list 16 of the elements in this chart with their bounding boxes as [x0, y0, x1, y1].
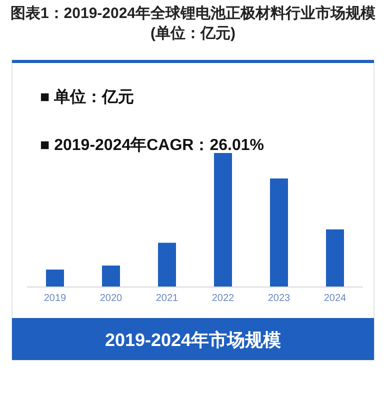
x-tick-label: 2020: [100, 293, 123, 304]
text: ■ 单位：亿元: [40, 88, 134, 106]
x-tick-label: 2021: [156, 293, 179, 304]
bar: [214, 153, 232, 287]
bar: [46, 270, 64, 287]
annotation: ■ 2019-2024年CAGR：26.01%: [40, 136, 264, 154]
bar: [158, 242, 176, 287]
x-tick-label: 2022: [212, 293, 235, 304]
bar: [102, 266, 120, 287]
chart-title: 图表1：2019-2024年全球锂电池正极材料行业市场规模(单位：亿元): [10, 4, 376, 44]
bar: [326, 229, 344, 287]
x-tick-label: 2023: [268, 293, 291, 304]
x-tick-label: 2019: [44, 293, 67, 304]
x-axis-title: 2019-2024年市场规模: [104, 330, 282, 350]
x-tick-label: 2024: [324, 293, 347, 304]
bar: [270, 178, 288, 287]
